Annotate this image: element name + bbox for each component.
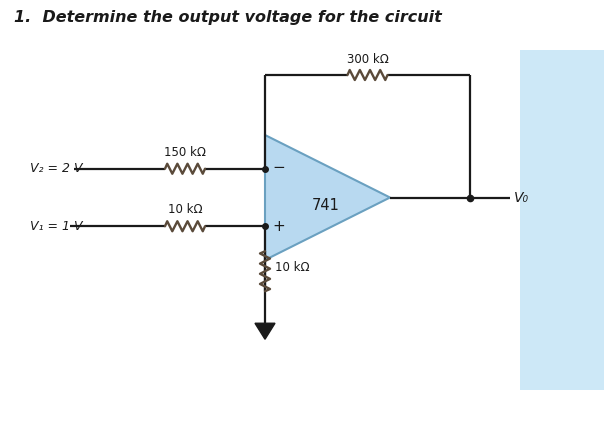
Text: 10 kΩ: 10 kΩ xyxy=(275,261,310,274)
Polygon shape xyxy=(255,323,275,339)
Text: 10 kΩ: 10 kΩ xyxy=(168,203,202,216)
Text: V₁ = 1 V: V₁ = 1 V xyxy=(30,220,83,233)
Text: −: − xyxy=(272,160,284,175)
Text: V₂ = 2 V: V₂ = 2 V xyxy=(30,162,83,175)
Polygon shape xyxy=(265,135,390,260)
Text: 300 kΩ: 300 kΩ xyxy=(347,53,388,66)
Text: +: + xyxy=(272,219,284,234)
FancyBboxPatch shape xyxy=(520,50,604,390)
Text: 1.  Determine the output voltage for the circuit: 1. Determine the output voltage for the … xyxy=(14,10,442,25)
Text: 150 kΩ: 150 kΩ xyxy=(164,146,206,159)
Text: 741: 741 xyxy=(312,198,339,213)
Text: V₀: V₀ xyxy=(514,190,529,205)
